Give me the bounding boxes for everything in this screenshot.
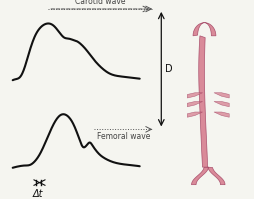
- PathPatch shape: [187, 93, 203, 98]
- PathPatch shape: [214, 112, 229, 117]
- PathPatch shape: [214, 101, 229, 107]
- PathPatch shape: [193, 23, 216, 36]
- Text: Carotid wave: Carotid wave: [75, 0, 125, 6]
- PathPatch shape: [199, 36, 208, 167]
- PathPatch shape: [208, 167, 225, 185]
- PathPatch shape: [192, 167, 209, 185]
- Text: Δt: Δt: [33, 189, 43, 199]
- Text: Femoral wave: Femoral wave: [97, 132, 150, 141]
- PathPatch shape: [214, 93, 229, 98]
- Text: D: D: [165, 64, 173, 74]
- PathPatch shape: [187, 101, 203, 107]
- PathPatch shape: [187, 112, 203, 117]
